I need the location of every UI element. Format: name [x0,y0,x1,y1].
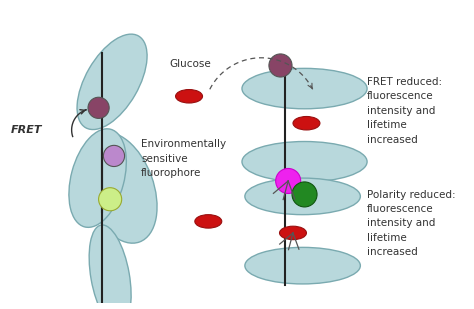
Text: Polarity reduced:: Polarity reduced: [367,190,456,200]
Ellipse shape [276,168,301,193]
Text: lifetime: lifetime [367,233,407,243]
Ellipse shape [280,226,307,240]
Text: Glucose: Glucose [170,59,211,69]
Ellipse shape [82,132,157,243]
Text: fluorophore: fluorophore [141,168,201,178]
Text: intensity and: intensity and [367,218,436,228]
Text: FRET: FRET [11,125,43,135]
Ellipse shape [242,68,367,109]
Ellipse shape [245,178,360,215]
Text: increased: increased [367,248,418,257]
Ellipse shape [69,129,127,227]
Ellipse shape [175,90,202,103]
Ellipse shape [242,142,367,182]
Ellipse shape [103,145,125,167]
Ellipse shape [292,182,317,207]
Text: sensitive: sensitive [141,154,188,164]
Ellipse shape [269,54,292,77]
Text: fluorescence: fluorescence [367,204,434,214]
Text: Environmentally: Environmentally [141,139,226,149]
Text: FRET reduced:: FRET reduced: [367,77,442,87]
Ellipse shape [77,34,147,129]
Ellipse shape [89,225,131,309]
Ellipse shape [99,188,122,211]
Ellipse shape [195,215,222,228]
Text: intensity and: intensity and [367,106,436,116]
Text: increased: increased [367,135,418,145]
Text: lifetime: lifetime [367,120,407,130]
Ellipse shape [245,248,360,284]
Text: fluorescence: fluorescence [367,91,434,101]
Ellipse shape [88,97,109,118]
Ellipse shape [293,116,320,130]
